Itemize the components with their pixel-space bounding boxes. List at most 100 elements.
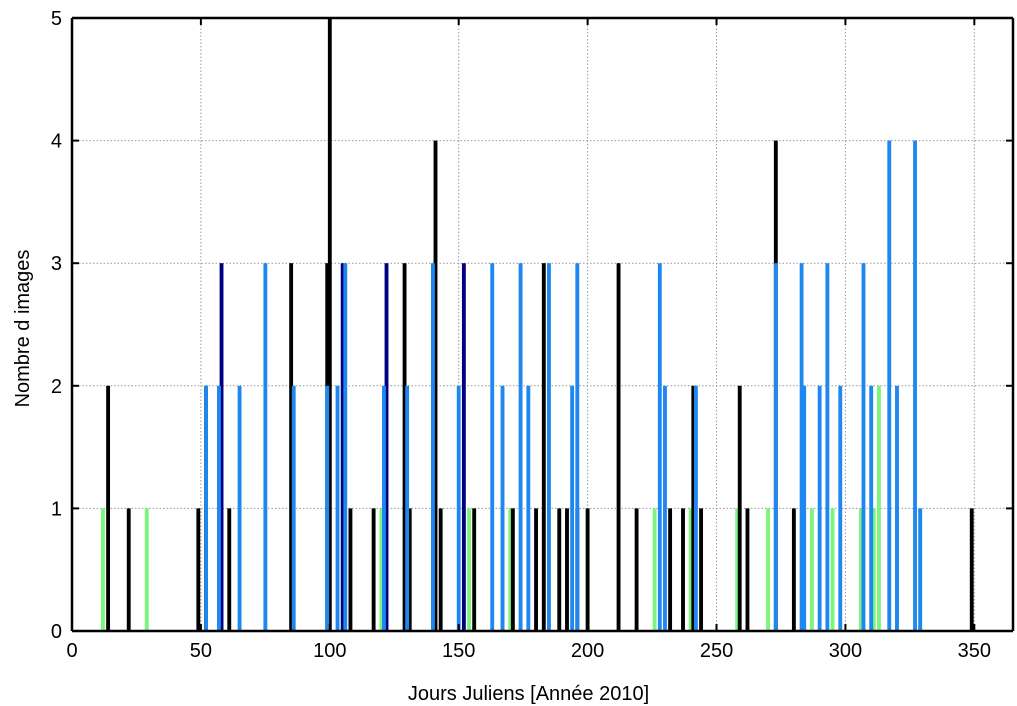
bar: [534, 508, 538, 631]
bar: [557, 508, 562, 631]
bar: [691, 385, 696, 631]
bar: [384, 263, 389, 631]
bar: [817, 385, 822, 631]
bar: [766, 508, 771, 631]
bar: [657, 263, 662, 631]
bar: [570, 385, 575, 631]
bar: [634, 508, 639, 631]
bars: [101, 18, 974, 631]
bar: [799, 263, 804, 631]
bar: [809, 508, 814, 631]
bar: [541, 263, 546, 631]
y-tick-label: 5: [51, 8, 62, 30]
bar: [913, 140, 917, 631]
bar: [575, 263, 580, 631]
bar: [825, 263, 830, 631]
bar: [510, 508, 515, 631]
bar: [196, 508, 201, 631]
bar: [668, 508, 673, 631]
bar: [126, 508, 131, 631]
bar: [895, 385, 899, 631]
x-tick-label: 0: [66, 640, 77, 662]
x-tick-label: 100: [313, 640, 346, 662]
bar: [565, 508, 569, 631]
bar: [877, 385, 881, 631]
bar: [585, 508, 590, 631]
bar: [204, 385, 208, 631]
bar: [490, 263, 495, 631]
y-tick-label: 2: [51, 376, 62, 398]
bar: [887, 140, 892, 631]
bar: [518, 263, 523, 631]
bar: [500, 385, 505, 631]
bar: [699, 508, 703, 631]
axes: [70, 16, 1015, 633]
bar: [652, 508, 657, 631]
bar: [407, 508, 412, 631]
bar: [791, 508, 796, 631]
y-axis-label: Nombre d images: [12, 250, 34, 408]
bar: [858, 508, 863, 631]
bar: [737, 385, 742, 631]
bar: [472, 508, 477, 631]
bar: [688, 508, 693, 631]
bar: [335, 385, 340, 631]
bar: [616, 263, 621, 631]
bar: [693, 385, 698, 631]
bar: [830, 508, 835, 631]
bar: [348, 508, 353, 631]
x-axis-label: Jours Juliens [Année 2010]: [408, 683, 649, 705]
bar: [405, 385, 410, 631]
bar: [379, 508, 384, 631]
bar: [144, 508, 149, 631]
bar: [263, 263, 268, 631]
bar: [438, 508, 443, 631]
bar: [101, 508, 105, 631]
bar: [861, 263, 866, 631]
bar: [456, 385, 461, 631]
bar: [869, 385, 874, 631]
bar: [467, 508, 471, 631]
bar: [343, 263, 348, 631]
x-tick-label: 150: [442, 640, 475, 662]
bar: [663, 385, 667, 631]
bar: [219, 263, 224, 631]
bar: [382, 385, 386, 631]
bar: [340, 263, 345, 631]
tick-labels: 0 50 100 150 200 250 300 350 0 1 2 3 4 5: [51, 8, 991, 662]
y-tick-label: 0: [51, 621, 62, 643]
bar: [918, 508, 923, 631]
bar: [291, 385, 296, 631]
bar: [838, 385, 843, 631]
bar: [430, 263, 435, 631]
bar: [237, 385, 242, 631]
bar: [371, 508, 376, 631]
bar: [735, 508, 740, 631]
bar: [508, 508, 513, 631]
bar: [289, 263, 294, 631]
x-tick-label: 250: [700, 640, 733, 662]
bar: [217, 385, 221, 631]
x-tick-label: 350: [958, 640, 991, 662]
y-tick-label: 3: [51, 253, 62, 275]
bar: [461, 263, 466, 631]
x-tick-label: 200: [571, 640, 604, 662]
bar: [802, 385, 807, 631]
bar: [969, 508, 974, 631]
bar: [433, 140, 438, 631]
bar: [106, 385, 111, 631]
x-tick-label: 300: [829, 640, 862, 662]
y-tick-label: 4: [51, 131, 62, 153]
x-tick-label: 50: [190, 640, 212, 662]
bar: [745, 508, 750, 631]
bar: [681, 508, 685, 631]
bar: [547, 263, 551, 631]
bar: [227, 508, 232, 631]
bar: [773, 263, 778, 631]
bar: [526, 385, 531, 631]
y-tick-label: 1: [51, 498, 62, 520]
bar: [325, 385, 330, 631]
bar: [871, 508, 876, 631]
bar: [327, 18, 332, 631]
